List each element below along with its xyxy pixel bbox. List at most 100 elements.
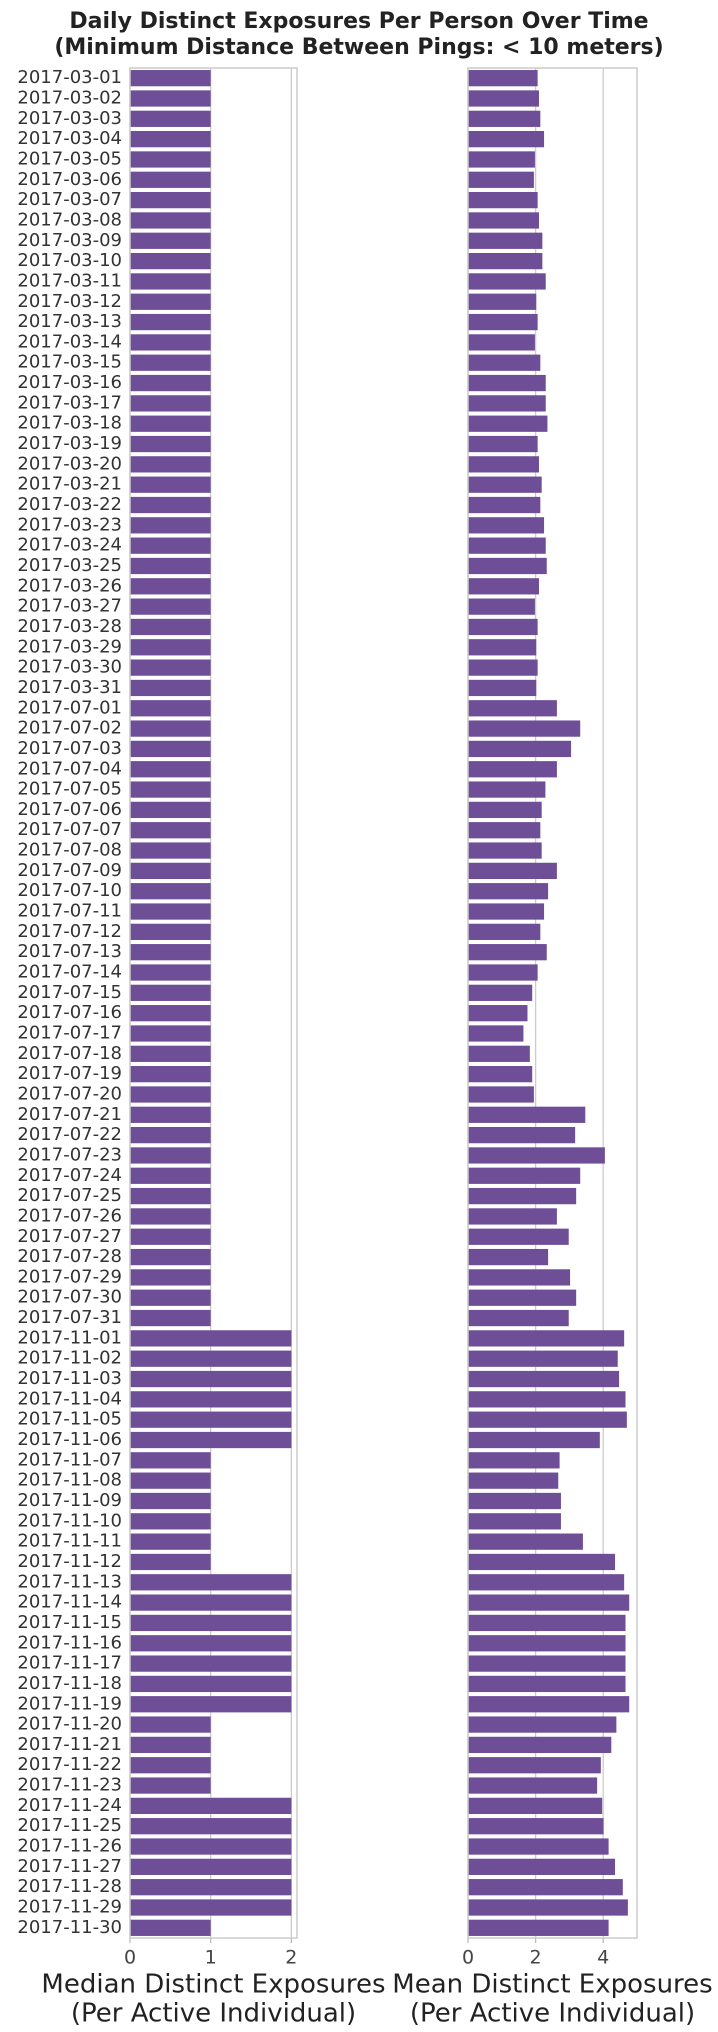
bar [130, 1309, 211, 1327]
bar [130, 1777, 211, 1794]
y-tick-label: 2017-07-14 [17, 962, 122, 983]
chart-title: Daily Distinct Exposures Per Person Over… [69, 9, 648, 34]
bar [468, 131, 545, 148]
bar [130, 862, 211, 880]
bar [130, 1147, 211, 1164]
bar [130, 1574, 292, 1591]
bar [130, 252, 211, 270]
bar [468, 944, 547, 961]
y-tick-label: 2017-11-04 [17, 1388, 122, 1409]
y-tick-label: 2017-03-04 [17, 128, 122, 149]
bar [130, 1330, 292, 1347]
bar [468, 537, 546, 554]
bar [130, 1919, 211, 1936]
bar [468, 659, 538, 676]
bar [130, 435, 211, 453]
y-tick-label: 2017-11-19 [17, 1693, 122, 1714]
y-tick-label: 2017-03-15 [17, 352, 122, 373]
bar [468, 435, 538, 453]
y-tick-label: 2017-07-31 [17, 1307, 122, 1328]
bar [468, 232, 543, 249]
bar [130, 110, 211, 127]
bar [468, 679, 537, 697]
bar [468, 1452, 560, 1469]
y-tick-label: 2017-07-10 [17, 880, 122, 901]
y-tick-label: 2017-11-26 [17, 1836, 122, 1857]
bar [468, 1045, 530, 1062]
y-tick-label: 2017-07-11 [17, 901, 122, 922]
bar [130, 537, 211, 554]
bar [468, 1106, 586, 1123]
chart-subtitle: (Minimum Distance Between Pings: < 10 me… [54, 35, 663, 60]
bar [130, 1431, 292, 1449]
y-tick-label: 2017-11-09 [17, 1490, 122, 1511]
bar [468, 1594, 630, 1611]
bar [468, 1553, 616, 1571]
y-tick-label: 2017-11-11 [17, 1531, 122, 1552]
bar [468, 1736, 612, 1754]
y-tick-label: 2017-03-09 [17, 230, 122, 251]
y-tick-label: 2017-11-21 [17, 1734, 122, 1755]
y-tick-label: 2017-07-29 [17, 1266, 122, 1287]
bar [468, 984, 533, 1001]
y-tick-label: 2017-11-12 [17, 1551, 122, 1572]
y-tick-label: 2017-03-11 [17, 270, 122, 291]
bar [468, 1492, 561, 1510]
plot-frame [129, 67, 298, 1939]
bar [130, 639, 211, 656]
bar [468, 374, 546, 392]
bar [130, 1797, 292, 1815]
x-tick-label: 4 [597, 1947, 609, 1969]
y-tick-label: 2017-07-08 [17, 840, 122, 861]
bar [130, 334, 211, 351]
bar [468, 700, 557, 717]
y-tick-label: 2017-03-03 [17, 108, 122, 129]
bar [468, 964, 538, 981]
bar [468, 1574, 625, 1591]
x-axis-label: (Per Active Individual) [71, 1999, 356, 2029]
y-tick-label: 2017-11-03 [17, 1368, 122, 1389]
bar [130, 1858, 292, 1875]
bar [468, 578, 539, 595]
bar [130, 598, 211, 615]
bar [468, 720, 581, 737]
bar [130, 679, 211, 697]
y-tick-label: 2017-07-09 [17, 860, 122, 881]
bar [130, 944, 211, 961]
bar [468, 1858, 616, 1875]
bar [468, 313, 538, 331]
x-axis-label: (Per Active Individual) [410, 1999, 695, 2029]
bar [130, 70, 211, 87]
y-tick-label: 2017-07-07 [17, 819, 122, 840]
bar [468, 1919, 609, 1936]
bar [468, 1431, 600, 1449]
bar [468, 618, 538, 636]
x-tick-label: 0 [462, 1947, 474, 1969]
bar [130, 232, 211, 249]
bar [130, 1696, 292, 1713]
bar [130, 1675, 292, 1693]
bar [130, 842, 211, 859]
bar [468, 191, 538, 209]
bar [468, 1879, 623, 1896]
y-tick-label: 2017-03-06 [17, 169, 122, 190]
bar [468, 1147, 605, 1164]
bar [130, 1208, 211, 1225]
bar [468, 476, 542, 493]
bar [468, 1350, 618, 1367]
y-tick-label: 2017-03-21 [17, 474, 122, 495]
y-tick-label: 2017-07-13 [17, 941, 122, 962]
y-tick-label: 2017-11-24 [17, 1795, 122, 1816]
y-tick-label: 2017-03-01 [17, 67, 122, 88]
bar [130, 313, 211, 331]
bar [468, 1228, 569, 1245]
bar [130, 1452, 211, 1469]
bar [130, 131, 211, 148]
bar [130, 883, 211, 900]
bar [468, 1838, 609, 1855]
bar [468, 1248, 549, 1266]
bar [130, 1879, 292, 1896]
y-tick-label: 2017-03-23 [17, 514, 122, 535]
bar [130, 618, 211, 636]
bar [468, 1167, 581, 1184]
